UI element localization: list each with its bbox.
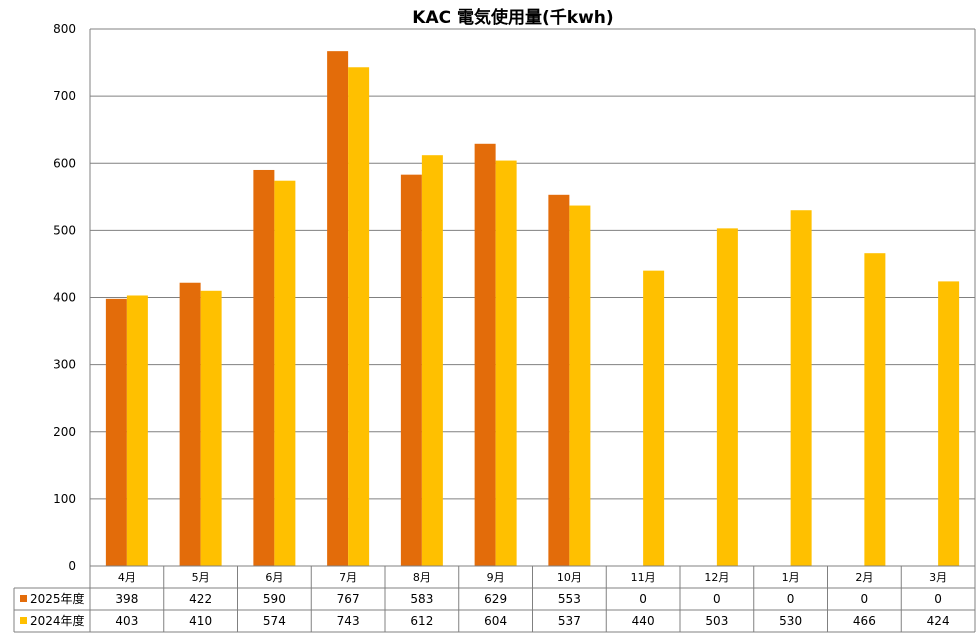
bar-series2 [569, 205, 591, 566]
bar-series1 [474, 143, 496, 566]
x-tick-label: 9月 [487, 571, 505, 584]
bar-series2 [274, 180, 296, 566]
data-table-value: 503 [705, 614, 728, 628]
data-table-value: 537 [558, 614, 581, 628]
y-tick-label: 400 [53, 291, 76, 305]
y-tick-label: 0 [68, 559, 76, 573]
data-table: 4月 5月 6月 7月 8月 9月 10月 11月 12月 1月 2月 3月 2025年度 398 422 5… [13, 565, 976, 633]
x-tick-label: 3月 [929, 571, 947, 584]
data-table-value: 553 [558, 592, 581, 606]
bar-series2 [643, 270, 665, 566]
y-axis: 0 100 200 300 400 500 600 700 800 [53, 22, 76, 573]
x-tick-label: 5月 [192, 571, 210, 584]
legend-swatch [20, 595, 27, 602]
bars [105, 51, 960, 567]
x-tick-label: 12月 [704, 571, 729, 584]
data-table-value: 440 [632, 614, 655, 628]
bar-series2 [938, 281, 960, 566]
data-table-value: 743 [337, 614, 360, 628]
data-table-value: 410 [189, 614, 212, 628]
y-tick-label: 500 [53, 223, 76, 237]
data-table-value: 604 [484, 614, 507, 628]
bar-series2 [348, 67, 370, 566]
x-tick-label: 1月 [782, 571, 800, 584]
data-table-value: 403 [115, 614, 138, 628]
data-table-value: 574 [263, 614, 286, 628]
data-table-value: 612 [410, 614, 433, 628]
x-tick-label: 11月 [631, 571, 656, 584]
bar-series1 [105, 298, 127, 566]
y-tick-label: 600 [53, 156, 76, 170]
data-table-value: 583 [410, 592, 433, 606]
bar-series2 [421, 155, 443, 566]
data-table-value: 590 [263, 592, 286, 606]
data-table-value: 0 [787, 592, 795, 606]
y-tick-label: 800 [53, 22, 76, 36]
data-table-value: 629 [484, 592, 507, 606]
bar-series2 [200, 290, 222, 566]
legend-swatch [20, 617, 27, 624]
x-tick-label: 4月 [118, 571, 136, 584]
y-tick-label: 200 [53, 425, 76, 439]
x-tick-label: 8月 [413, 571, 431, 584]
x-tick-label: 6月 [265, 571, 283, 584]
y-tick-label: 300 [53, 358, 76, 372]
data-table-value: 398 [115, 592, 138, 606]
bar-series1 [327, 51, 349, 567]
data-table-value: 0 [861, 592, 869, 606]
bar-series2 [864, 253, 886, 566]
bar-series2 [126, 295, 148, 566]
chart-title: KAC 電気使用量(千kwh) [412, 7, 613, 28]
x-tick-label: 7月 [339, 571, 357, 584]
data-table-value: 422 [189, 592, 212, 606]
y-tick-label: 100 [53, 492, 76, 506]
bar-series2 [716, 228, 738, 566]
x-tick-label: 10月 [557, 571, 582, 584]
bar-series1 [548, 194, 570, 566]
bar-series2 [790, 210, 812, 567]
legend-label: 2024年度 [30, 613, 85, 628]
data-table-value: 530 [779, 614, 802, 628]
gridlines [89, 28, 976, 567]
data-table-value: 0 [639, 592, 647, 606]
data-table-value: 0 [713, 592, 721, 606]
y-tick-label: 700 [53, 89, 76, 103]
bar-series1 [400, 174, 422, 566]
legend-label: 2025年度 [30, 591, 85, 606]
data-table-value: 466 [853, 614, 876, 628]
data-table-value: 424 [927, 614, 950, 628]
data-table-value: 767 [337, 592, 360, 606]
x-tick-label: 2月 [855, 571, 873, 584]
bar-series2 [495, 160, 517, 566]
bar-series1 [179, 282, 201, 566]
bar-series1 [253, 169, 275, 566]
data-table-value: 0 [934, 592, 942, 606]
